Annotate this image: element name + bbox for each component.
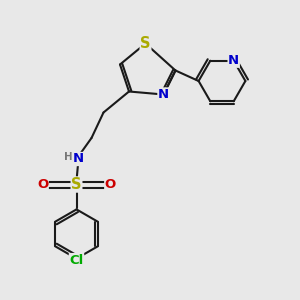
Text: O: O <box>105 178 116 191</box>
Text: H: H <box>64 152 73 163</box>
Text: N: N <box>228 54 239 67</box>
Text: S: S <box>71 177 82 192</box>
Text: Cl: Cl <box>69 254 84 267</box>
Text: O: O <box>37 178 48 191</box>
Text: S: S <box>140 36 151 51</box>
Text: N: N <box>72 152 84 166</box>
Text: N: N <box>158 88 169 101</box>
